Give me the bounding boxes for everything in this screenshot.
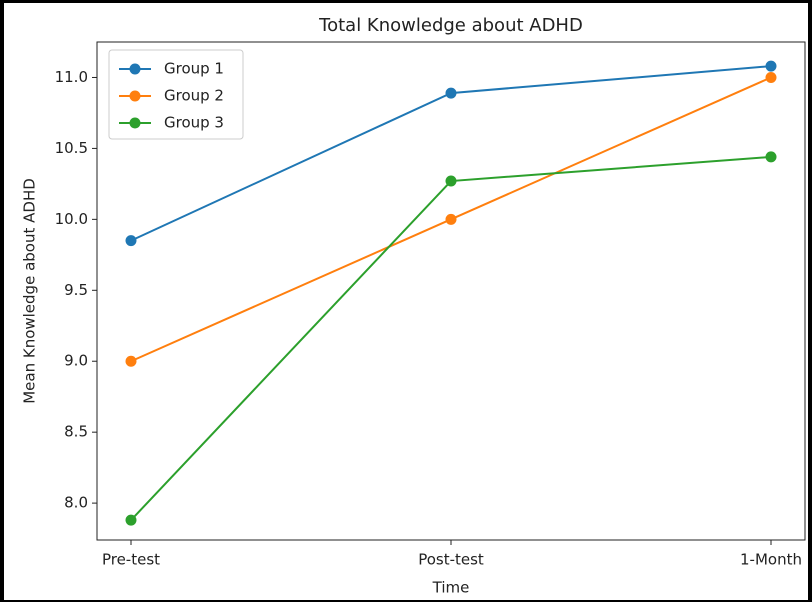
legend-label: Group 2 — [164, 87, 224, 105]
point — [125, 514, 137, 526]
legend-marker — [129, 117, 141, 129]
legend-label: Group 3 — [164, 114, 224, 132]
x-axis-label: Time — [432, 579, 470, 597]
point — [125, 235, 137, 247]
legend-box — [108, 49, 244, 140]
legend-label: Group 1 — [164, 60, 224, 78]
x-tick-label: Post-test — [418, 551, 484, 569]
y-axis-label: Mean Knowledge about ADHD — [21, 178, 39, 404]
point — [125, 355, 137, 367]
point — [445, 213, 457, 225]
point — [445, 87, 457, 99]
legend-marker — [129, 63, 141, 75]
x-tick-label: 1-Month — [740, 551, 802, 569]
chart-title: Total Knowledge about ADHD — [318, 15, 583, 36]
y-tick-label: 8.0 — [64, 494, 88, 512]
y-tick-label: 11.0 — [55, 68, 88, 86]
point — [765, 60, 777, 72]
y-tick-label: 9.5 — [64, 281, 88, 299]
y-tick-label: 8.5 — [64, 423, 88, 441]
point — [445, 175, 457, 187]
x-tick-label: Pre-test — [102, 551, 160, 569]
point — [765, 151, 777, 163]
legend-marker — [129, 90, 141, 102]
y-tick-label: 9.0 — [64, 352, 88, 370]
y-tick-label: 10.0 — [55, 210, 88, 228]
y-tick-label: 10.5 — [55, 139, 88, 157]
point — [765, 71, 777, 83]
